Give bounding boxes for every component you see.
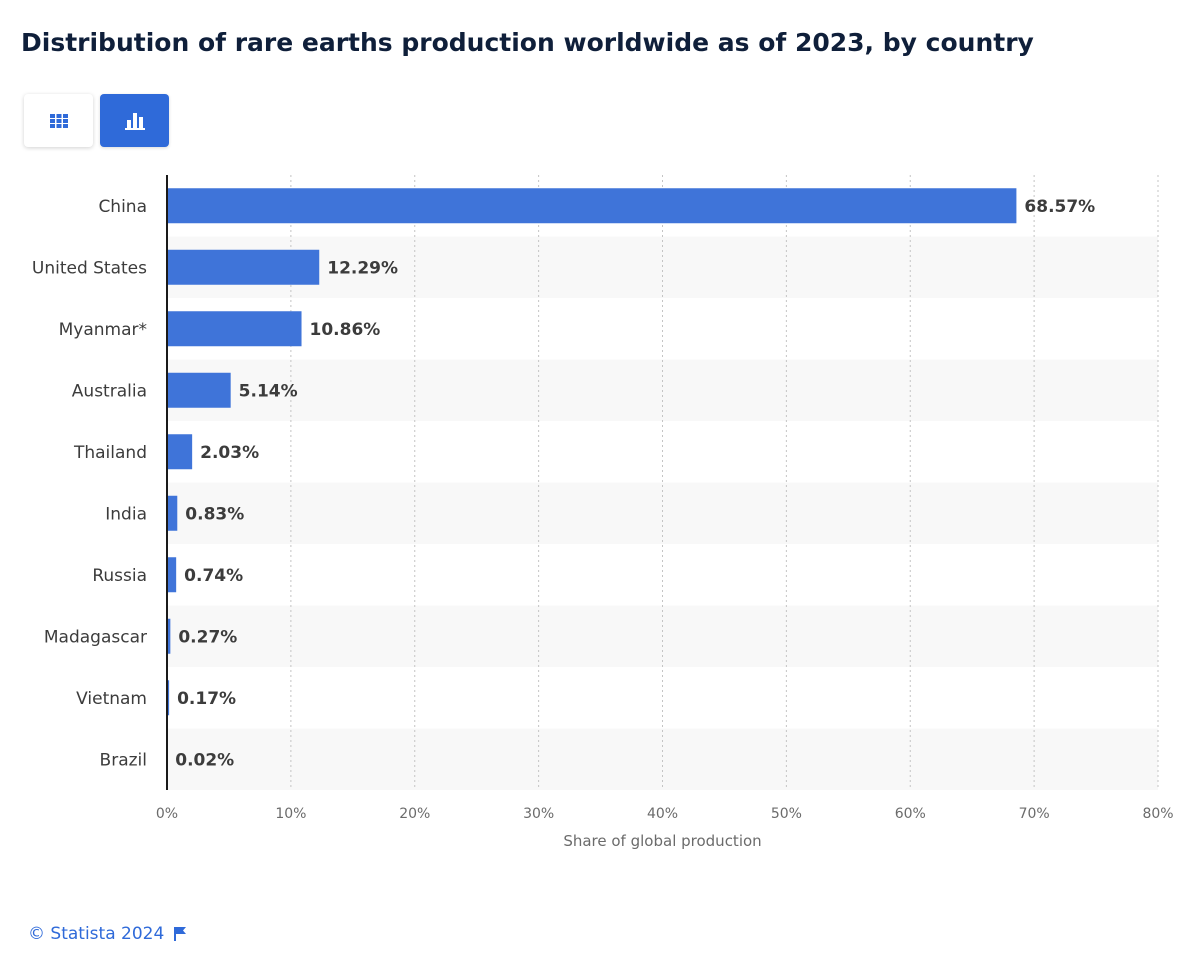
bar-chart: China United States Myanmar* Australia Thail… <box>32 175 1174 850</box>
value-label: 10.86% <box>310 320 381 340</box>
bar[interactable] <box>167 618 171 654</box>
value-label: 68.57% <box>1024 197 1095 217</box>
copyright-link[interactable]: © Statista 2024 <box>28 924 165 944</box>
value-label: 2.03% <box>200 443 259 463</box>
chart-title: Distribution of rare earths production w… <box>21 28 1034 57</box>
flag-icon[interactable] <box>174 927 187 941</box>
category-label: United States <box>32 258 147 278</box>
footer: © Statista 2024 <box>28 924 187 944</box>
category-label: Russia <box>92 566 147 586</box>
category-label: Thailand <box>73 443 147 463</box>
row-stripe <box>167 728 1158 790</box>
x-axis-label: Share of global production <box>563 832 761 850</box>
value-label: 0.74% <box>184 566 243 586</box>
value-label: 0.17% <box>177 689 236 709</box>
bar[interactable] <box>167 434 193 470</box>
chart-view-button[interactable] <box>100 94 169 147</box>
bars <box>167 188 1017 777</box>
bar[interactable] <box>167 372 231 408</box>
x-tick-label: 0% <box>156 806 178 822</box>
value-labels: 68.57% 12.29% 10.86% 5.14% 2.03% 0.83% 0.74% 0.… <box>175 197 1095 771</box>
bar[interactable] <box>167 680 170 716</box>
x-tick-label: 60% <box>895 806 926 822</box>
x-tick-label: 50% <box>771 806 802 822</box>
value-label: 5.14% <box>239 381 298 401</box>
category-label: Vietnam <box>76 689 147 709</box>
x-tick-label: 10% <box>275 806 306 822</box>
category-labels: China United States Myanmar* Australia Thail… <box>32 197 147 771</box>
x-tick-label: 20% <box>399 806 430 822</box>
bar[interactable] <box>167 495 178 531</box>
x-tick-label: 80% <box>1142 806 1173 822</box>
bar[interactable] <box>167 557 177 593</box>
value-label: 0.83% <box>185 504 244 524</box>
category-label: Madagascar <box>44 627 147 647</box>
row-stripe <box>167 482 1158 544</box>
bar[interactable] <box>167 311 302 347</box>
category-label: Myanmar* <box>59 320 147 340</box>
table-view-button[interactable] <box>24 94 93 147</box>
category-label: China <box>98 197 147 217</box>
bar-chart-icon <box>124 112 145 130</box>
value-label: 0.27% <box>178 627 237 647</box>
category-label: Brazil <box>100 750 147 770</box>
grid-icon <box>49 113 68 128</box>
bar[interactable] <box>167 249 320 285</box>
category-label: India <box>105 504 147 524</box>
category-label: Australia <box>72 381 147 401</box>
value-label: 0.02% <box>175 750 234 770</box>
value-label: 12.29% <box>327 258 398 278</box>
x-tick-label: 40% <box>647 806 678 822</box>
x-tick-label: 70% <box>1019 806 1050 822</box>
x-tick-labels: 0% 10% 20% 30% 40% 50% 60% 70% 80% <box>156 806 1174 822</box>
x-tick-label: 30% <box>523 806 554 822</box>
bar[interactable] <box>167 188 1017 224</box>
